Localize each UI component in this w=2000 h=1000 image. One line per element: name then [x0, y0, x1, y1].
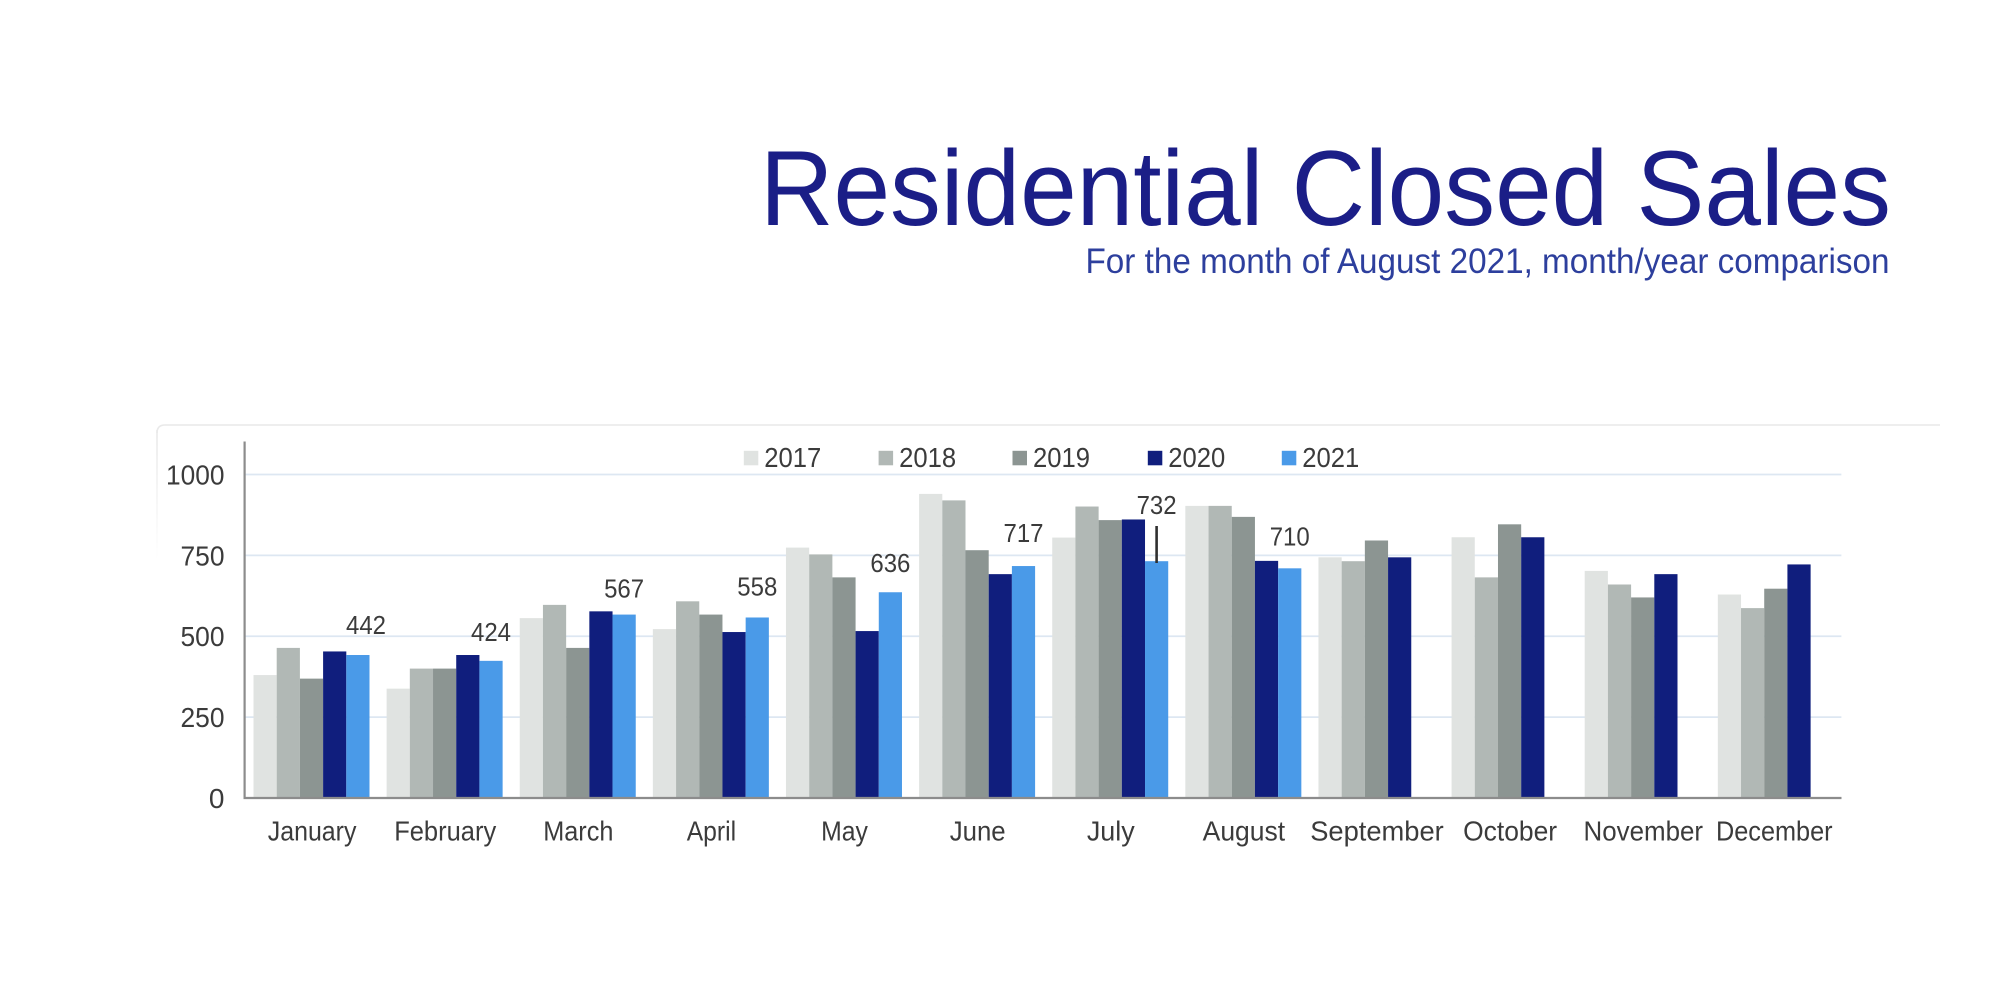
svg-text:November: November: [1584, 816, 1704, 847]
svg-text:500: 500: [181, 621, 225, 652]
svg-text:442: 442: [346, 612, 386, 640]
svg-text:September: September: [1310, 816, 1444, 847]
svg-text:1000: 1000: [166, 459, 225, 490]
svg-text:717: 717: [1004, 520, 1044, 548]
svg-text:For the month of August 2021,: For the month of August 2021, month/year…: [1086, 242, 1890, 281]
svg-text:732: 732: [1137, 492, 1177, 520]
svg-text:558: 558: [737, 574, 777, 602]
svg-text:2020: 2020: [1168, 442, 1225, 473]
svg-text:July: July: [1087, 816, 1135, 847]
svg-text:December: December: [1716, 816, 1833, 847]
svg-text:2018: 2018: [899, 442, 956, 473]
svg-text:April: April: [687, 816, 736, 847]
svg-text:424: 424: [471, 619, 511, 647]
svg-text:2019: 2019: [1033, 442, 1090, 473]
svg-text:2017: 2017: [764, 442, 821, 473]
svg-text:710: 710: [1270, 524, 1310, 552]
svg-text:250: 250: [181, 702, 225, 733]
svg-text:October: October: [1463, 816, 1557, 847]
svg-text:June: June: [950, 816, 1006, 847]
svg-text:February: February: [394, 816, 496, 847]
svg-text:August: August: [1203, 816, 1286, 847]
svg-text:750: 750: [181, 540, 225, 571]
svg-text:0: 0: [209, 783, 225, 814]
svg-text:Residential Closed Sales: Residential Closed Sales: [760, 128, 1891, 248]
svg-text:636: 636: [870, 550, 910, 578]
svg-text:567: 567: [604, 576, 644, 604]
svg-text:March: March: [543, 816, 613, 847]
svg-text:2021: 2021: [1302, 442, 1359, 473]
svg-text:May: May: [821, 816, 868, 847]
svg-text:January: January: [268, 816, 357, 847]
